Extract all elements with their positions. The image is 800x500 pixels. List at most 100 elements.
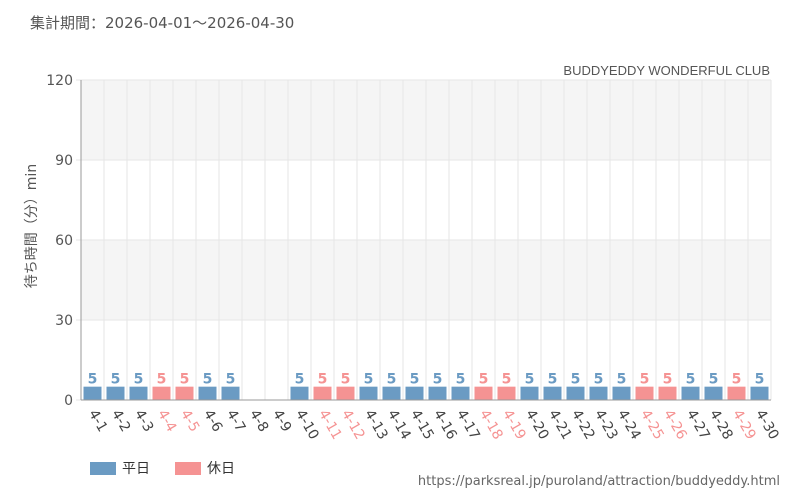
data-label: 5: [479, 372, 489, 388]
data-label: 5: [226, 372, 236, 388]
bar: [543, 386, 562, 400]
data-label: 5: [548, 372, 558, 388]
bar: [405, 386, 424, 400]
x-tick-label: 4-14: [384, 407, 414, 443]
bar: [750, 386, 769, 400]
data-label: 5: [686, 372, 696, 388]
x-tick-label: 4-9: [269, 407, 294, 435]
bar: [198, 386, 217, 400]
data-label: 5: [88, 372, 98, 388]
x-tick-label: 4-8: [246, 407, 271, 435]
legend-holiday-label: 休日: [207, 461, 235, 477]
x-tick-label: 4-28: [706, 407, 736, 443]
x-tick-label: 4-12: [338, 407, 368, 443]
x-tick-label: 4-10: [292, 407, 322, 443]
x-tick-label: 4-7: [223, 407, 248, 435]
bar: [359, 386, 378, 400]
legend-weekday-label: 平日: [122, 461, 150, 477]
bar: [83, 386, 102, 400]
x-tick-label: 4-21: [545, 407, 575, 443]
bar: [451, 386, 470, 400]
bar: [221, 386, 240, 400]
x-tick-label: 4-15: [407, 407, 437, 443]
bar: [290, 386, 309, 400]
bars: [83, 386, 769, 400]
bar: [589, 386, 608, 400]
x-tick-labels: 4-14-24-34-44-54-64-74-84-94-104-114-124…: [85, 407, 782, 443]
y-tick-label: 90: [55, 153, 73, 169]
x-tick-label: 4-23: [591, 407, 621, 443]
y-tick-label: 0: [64, 393, 73, 409]
bar: [612, 386, 631, 400]
x-tick-label: 4-19: [499, 407, 529, 443]
data-label: 5: [387, 372, 397, 388]
bar: [428, 386, 447, 400]
bar: [704, 386, 723, 400]
data-label: 5: [180, 372, 190, 388]
bar: [175, 386, 194, 400]
data-label: 5: [755, 372, 765, 388]
y-tick-label: 120: [46, 73, 73, 89]
y-tick-label: 30: [55, 313, 73, 329]
x-tick-label: 4-16: [430, 407, 460, 443]
x-tick-label: 4-1: [85, 407, 110, 435]
bar: [106, 386, 125, 400]
bar: [635, 386, 654, 400]
data-label: 5: [456, 372, 466, 388]
data-label: 5: [157, 372, 167, 388]
x-tick-label: 4-25: [637, 407, 667, 443]
y-axis-label: 待ち時間（分）min: [24, 164, 40, 288]
x-tick-label: 4-27: [683, 407, 713, 443]
data-label: 5: [111, 372, 121, 388]
x-tick-label: 4-20: [522, 407, 552, 443]
bar: [681, 386, 700, 400]
bar: [520, 386, 539, 400]
data-label: 5: [433, 372, 443, 388]
legend-weekday: 平日: [90, 458, 150, 478]
data-label: 5: [709, 372, 719, 388]
data-label: 5: [640, 372, 650, 388]
legend-holiday-swatch: [175, 461, 201, 475]
data-label: 5: [732, 372, 742, 388]
bar: [727, 386, 746, 400]
chart-title: BUDDYEDDY WONDERFUL CLUB: [563, 63, 770, 78]
legend-holiday: 休日: [175, 458, 235, 478]
x-tick-label: 4-22: [568, 407, 598, 443]
bar: [129, 386, 148, 400]
data-label: 5: [617, 372, 627, 388]
data-label: 5: [525, 372, 535, 388]
data-label: 5: [364, 372, 374, 388]
x-tick-label: 4-13: [361, 407, 391, 443]
y-tick-labels: 0 30 60 90 120: [46, 73, 73, 409]
bar: [497, 386, 516, 400]
x-tick-label: 4-5: [177, 407, 202, 435]
x-tick-label: 4-3: [131, 407, 156, 435]
data-label: 5: [134, 372, 144, 388]
x-tick-label: 4-17: [453, 407, 483, 443]
bar: [313, 386, 332, 400]
data-label: 5: [502, 372, 512, 388]
x-tick-label: 4-18: [476, 407, 506, 443]
y-tick-label: 60: [55, 233, 73, 249]
data-label: 5: [295, 372, 305, 388]
data-label: 5: [594, 372, 604, 388]
source-url: https://parksreal.jp/puroland/attraction…: [417, 474, 780, 489]
x-tick-label: 4-29: [729, 407, 759, 443]
data-label: 5: [663, 372, 673, 388]
data-label: 5: [318, 372, 328, 388]
data-label: 5: [203, 372, 213, 388]
bar: [336, 386, 355, 400]
bar: [382, 386, 401, 400]
x-tick-label: 4-11: [315, 407, 345, 443]
x-tick-label: 4-4: [154, 407, 179, 435]
x-tick-label: 4-26: [660, 407, 690, 443]
data-label: 5: [571, 372, 581, 388]
data-label: 5: [410, 372, 420, 388]
x-tick-label: 4-6: [200, 407, 225, 435]
bar: [658, 386, 677, 400]
bar: [474, 386, 493, 400]
x-tick-label: 4-30: [752, 407, 782, 443]
x-tick-label: 4-24: [614, 407, 644, 443]
